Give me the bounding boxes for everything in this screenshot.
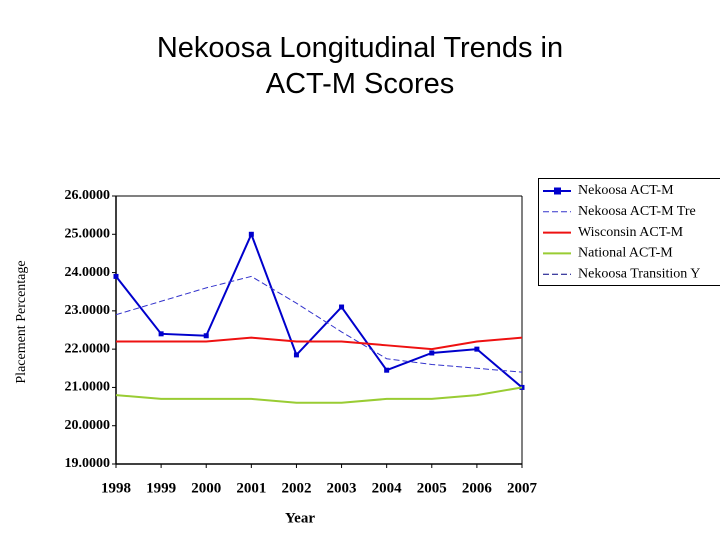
series-line xyxy=(115,275,523,373)
y-tick-label: 20.0000 xyxy=(65,418,111,433)
x-tick-label: 2004 xyxy=(372,480,403,496)
legend-label: Wisconsin ACT-M xyxy=(578,225,684,240)
y-tick-label: 23.0000 xyxy=(65,303,111,318)
legend-label: Nekoosa ACT-M Tre xyxy=(578,204,696,219)
point-marker xyxy=(429,350,435,356)
point-marker xyxy=(158,331,164,337)
point-marker xyxy=(384,367,390,373)
legend-label: National ACT-M xyxy=(578,246,673,261)
point-marker xyxy=(339,304,345,310)
x-tick-label: 2003 xyxy=(327,480,357,496)
series-line xyxy=(115,386,523,404)
point-marker xyxy=(293,352,299,358)
y-tick-label: 19.0000 xyxy=(65,456,111,471)
y-tick-label: 25.0000 xyxy=(65,227,111,242)
chart-title: Nekoosa Longitudinal Trends in ACT-M Sco… xyxy=(156,32,564,100)
point-marker xyxy=(248,231,254,237)
y-axis-label: Placement Percentage xyxy=(14,260,29,383)
x-tick-label: 1999 xyxy=(146,480,176,496)
point-marker xyxy=(203,333,209,339)
legend-label: Nekoosa Transition Y xyxy=(578,266,700,281)
y-tick-label: 24.0000 xyxy=(65,265,111,280)
y-tick-label: 22.0000 xyxy=(65,341,111,356)
x-tick-label: 2006 xyxy=(462,480,493,496)
y-tick-label: 21.0000 xyxy=(65,380,111,395)
x-tick-label: 2005 xyxy=(417,480,447,496)
series-line xyxy=(116,336,523,351)
point-marker xyxy=(113,273,119,279)
point-marker xyxy=(474,346,480,352)
y-tick-label: 26.0000 xyxy=(65,188,111,203)
x-tick-label: 2001 xyxy=(236,480,266,496)
x-tick-label: 2000 xyxy=(191,480,221,496)
series-line xyxy=(115,231,523,389)
legend-label: Nekoosa ACT-M xyxy=(578,183,674,198)
x-tick-label: 1998 xyxy=(101,480,131,496)
legend-marker xyxy=(554,187,561,195)
x-tick-label: 2007 xyxy=(507,480,538,496)
x-axis-label: Year xyxy=(285,510,315,526)
x-tick-label: 2002 xyxy=(281,480,311,496)
